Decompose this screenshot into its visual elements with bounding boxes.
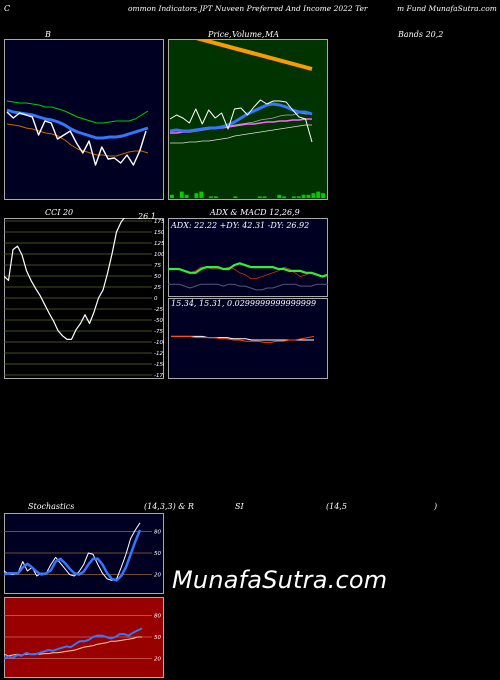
cci-panel: 175 150 125 100 75 50 25 0 -25 -50 -75 -100 -125 -150… bbox=[4, 218, 164, 379]
macd-readout: 15.34, 15.31, 0.0299999999999999 bbox=[171, 299, 317, 308]
stoch-background bbox=[4, 513, 164, 594]
header-title: ommon Indicators JPT Nuveen Preferred An… bbox=[128, 4, 368, 13]
volume-bar bbox=[282, 196, 286, 198]
rsi-close: ) bbox=[434, 502, 438, 511]
volume-bar bbox=[316, 191, 321, 198]
volume-bar bbox=[184, 194, 189, 198]
adx-readout: ADX: 22.22 +DY: 42.31 -DY: 26.92 bbox=[171, 221, 310, 230]
volume-bar bbox=[277, 194, 282, 198]
header-left: C bbox=[4, 4, 11, 13]
cci-line bbox=[4, 218, 125, 341]
rsi-panel: 80 50 20 bbox=[4, 597, 164, 678]
watermark: MunafaSutra.com bbox=[172, 566, 388, 594]
volume-bar bbox=[321, 193, 325, 198]
volume-bar bbox=[213, 196, 218, 198]
cci-chart: 175 150 125 100 75 50 25 0 -25 -50 -75 -100 -125 -150… bbox=[4, 218, 164, 379]
bollinger-chart bbox=[4, 39, 164, 200]
stoch-chart: 80 50 20 bbox=[4, 513, 164, 594]
ma-title: MA bbox=[265, 30, 279, 39]
cci-title: CCI 20 bbox=[45, 208, 74, 217]
macd-chart bbox=[168, 298, 328, 379]
cci-tick-label: -100 bbox=[154, 340, 164, 346]
rsi-tick-label: 80 bbox=[154, 613, 161, 619]
cci-tick-label: 175 bbox=[154, 219, 164, 225]
cci-tick-label: -125 bbox=[154, 351, 164, 357]
cci-tick-label: -25 bbox=[154, 307, 163, 313]
price-close-line bbox=[169, 99, 313, 143]
ma-blue-line bbox=[169, 102, 313, 133]
stoch-tick-label: 50 bbox=[154, 551, 161, 557]
price-chart bbox=[168, 39, 328, 200]
stoch-tick-label: 80 bbox=[154, 529, 161, 535]
macd-line bbox=[171, 335, 315, 343]
cci-tick-label: -75 bbox=[154, 329, 163, 335]
cci-tick-label: -50 bbox=[154, 318, 163, 324]
rsi-title: SI bbox=[235, 502, 244, 511]
bb-upper-band bbox=[6, 100, 149, 124]
adx-plus-di-line bbox=[168, 262, 328, 278]
cci-tick-label: 0 bbox=[154, 296, 158, 302]
cci-tick-label: 150 bbox=[154, 230, 164, 236]
volume-bar bbox=[262, 196, 267, 198]
rsi-params: (14,5 bbox=[326, 502, 347, 511]
adx-background bbox=[168, 218, 328, 297]
volume-bar bbox=[311, 193, 316, 198]
stoch-panel: 80 50 20 bbox=[4, 513, 164, 594]
adx-line bbox=[168, 283, 328, 291]
cci-tick-label: 100 bbox=[154, 252, 164, 258]
stoch-d-line bbox=[4, 529, 142, 582]
bb-title: B bbox=[45, 30, 51, 39]
volume-bar bbox=[209, 196, 213, 198]
adx-chart bbox=[168, 218, 328, 297]
cci-tick-label: -150 bbox=[154, 362, 164, 368]
bands-title: Bands 20,2 bbox=[398, 30, 444, 39]
stoch-tick-label: 20 bbox=[154, 573, 161, 579]
volume-bar bbox=[199, 191, 204, 198]
cci-background bbox=[4, 218, 164, 379]
volume-bar bbox=[301, 194, 306, 198]
adx-title: ADX & MACD 12,26,9 bbox=[210, 208, 300, 217]
rsi-chart: 80 50 20 bbox=[4, 597, 164, 678]
rsi-line bbox=[4, 627, 143, 660]
long-ma-line bbox=[192, 39, 313, 71]
stoch-params: (14,3,3) & R bbox=[144, 502, 194, 511]
bb-middle-band bbox=[6, 108, 149, 140]
volume-bar bbox=[233, 196, 238, 198]
volume-bar bbox=[257, 196, 262, 198]
rsi-tick-label: 20 bbox=[154, 657, 161, 663]
adx-panel bbox=[168, 218, 328, 297]
volume-bar bbox=[194, 193, 199, 198]
volume-bar bbox=[306, 194, 311, 198]
bb-price-line bbox=[6, 111, 147, 166]
cci-tick-label: -175 bbox=[154, 373, 164, 379]
cci-tick-label: 125 bbox=[154, 241, 164, 247]
rsi-tick-label: 50 bbox=[154, 635, 161, 641]
volume-bar bbox=[179, 191, 184, 198]
cci-tick-label: 25 bbox=[154, 285, 161, 291]
bollinger-panel bbox=[4, 39, 164, 200]
volume-title: Volume, bbox=[232, 30, 265, 39]
stoch-k-line bbox=[4, 522, 141, 581]
adx-minus-di-line bbox=[168, 266, 328, 279]
cci-last-value: 26.1 bbox=[138, 212, 156, 221]
header-site: m Fund MunafaSutra.com bbox=[397, 4, 497, 13]
ma-grey-line bbox=[170, 124, 312, 144]
rsi-average-line bbox=[4, 636, 142, 657]
volume-bar bbox=[296, 196, 301, 198]
cci-tick-label: 50 bbox=[154, 274, 161, 280]
macd-panel bbox=[168, 298, 328, 379]
volume-bar bbox=[291, 196, 296, 198]
cci-tick-label: 75 bbox=[154, 263, 161, 269]
volume-bar bbox=[170, 194, 174, 198]
stoch-title: Stochastics bbox=[28, 502, 75, 511]
bb-lower-band bbox=[6, 123, 149, 157]
price-title: Price, bbox=[208, 30, 232, 39]
price-panel bbox=[168, 39, 328, 200]
